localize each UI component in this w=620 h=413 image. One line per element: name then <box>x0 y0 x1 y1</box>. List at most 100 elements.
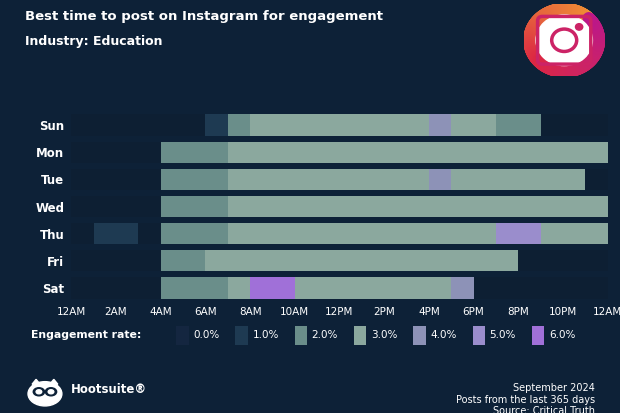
Bar <box>138 278 161 299</box>
Bar <box>161 196 183 217</box>
Bar <box>518 278 541 299</box>
Circle shape <box>33 388 45 396</box>
Bar <box>71 169 94 190</box>
Bar <box>94 196 116 217</box>
Bar <box>362 169 384 190</box>
Bar <box>407 169 429 190</box>
Bar <box>451 114 474 135</box>
Bar <box>228 114 250 135</box>
Bar <box>541 250 563 271</box>
Circle shape <box>48 390 54 394</box>
Bar <box>496 278 518 299</box>
Bar <box>228 278 250 299</box>
FancyBboxPatch shape <box>176 326 188 345</box>
Bar <box>474 278 496 299</box>
Bar <box>429 250 451 271</box>
Text: 6.0%: 6.0% <box>549 330 575 340</box>
Bar <box>407 250 429 271</box>
Bar <box>138 114 161 135</box>
Bar <box>474 169 496 190</box>
Bar <box>71 142 94 163</box>
Bar <box>205 250 228 271</box>
Bar <box>294 278 317 299</box>
Text: Posts from the last 365 days: Posts from the last 365 days <box>456 395 595 405</box>
Bar <box>541 114 563 135</box>
Text: September 2024: September 2024 <box>513 383 595 393</box>
Bar <box>250 114 272 135</box>
Bar <box>429 142 451 163</box>
Bar <box>205 196 228 217</box>
Bar <box>183 278 205 299</box>
Bar <box>585 142 608 163</box>
Bar <box>362 278 384 299</box>
Bar <box>116 114 138 135</box>
Bar <box>272 223 294 244</box>
Bar <box>541 142 563 163</box>
Bar <box>429 114 451 135</box>
Text: Industry: Education: Industry: Education <box>25 35 162 48</box>
Bar <box>228 169 250 190</box>
Bar <box>205 114 228 135</box>
Bar <box>116 223 138 244</box>
Bar <box>384 278 407 299</box>
Bar <box>272 278 294 299</box>
Bar <box>563 169 585 190</box>
Bar <box>563 114 585 135</box>
Bar <box>250 169 272 190</box>
Bar <box>71 223 94 244</box>
Bar <box>474 250 496 271</box>
Bar <box>451 250 474 271</box>
Bar <box>116 278 138 299</box>
Polygon shape <box>50 379 58 384</box>
Bar <box>384 223 407 244</box>
Bar <box>228 223 250 244</box>
Bar <box>94 142 116 163</box>
Bar <box>272 250 294 271</box>
Bar <box>138 250 161 271</box>
Bar <box>71 250 94 271</box>
Bar <box>250 196 272 217</box>
Bar <box>317 169 340 190</box>
Bar <box>94 114 116 135</box>
Bar <box>250 223 272 244</box>
Bar <box>317 142 340 163</box>
Bar <box>294 169 317 190</box>
Bar <box>183 169 205 190</box>
Bar <box>116 142 138 163</box>
Bar <box>161 169 183 190</box>
Bar <box>407 142 429 163</box>
Bar <box>474 142 496 163</box>
Bar <box>563 278 585 299</box>
Bar <box>183 250 205 271</box>
Bar <box>563 142 585 163</box>
FancyBboxPatch shape <box>472 326 485 345</box>
Text: Best time to post on Instagram for engagement: Best time to post on Instagram for engag… <box>25 10 383 23</box>
Circle shape <box>536 15 593 66</box>
Bar <box>340 223 362 244</box>
Bar <box>541 196 563 217</box>
Circle shape <box>28 382 62 406</box>
FancyBboxPatch shape <box>354 326 366 345</box>
Bar <box>94 278 116 299</box>
Bar <box>362 223 384 244</box>
Bar <box>161 250 183 271</box>
Bar <box>496 223 518 244</box>
Bar <box>294 114 317 135</box>
Text: 3.0%: 3.0% <box>371 330 397 340</box>
Bar <box>407 114 429 135</box>
Bar <box>384 142 407 163</box>
Bar <box>161 142 183 163</box>
Bar <box>340 250 362 271</box>
Bar <box>317 223 340 244</box>
Bar <box>407 223 429 244</box>
Bar <box>563 196 585 217</box>
Bar <box>294 223 317 244</box>
Bar <box>496 196 518 217</box>
Bar <box>451 223 474 244</box>
Bar <box>518 223 541 244</box>
Bar <box>518 114 541 135</box>
FancyBboxPatch shape <box>532 326 544 345</box>
Text: Source: Critical Truth: Source: Critical Truth <box>493 406 595 413</box>
Bar <box>294 196 317 217</box>
Bar <box>116 250 138 271</box>
